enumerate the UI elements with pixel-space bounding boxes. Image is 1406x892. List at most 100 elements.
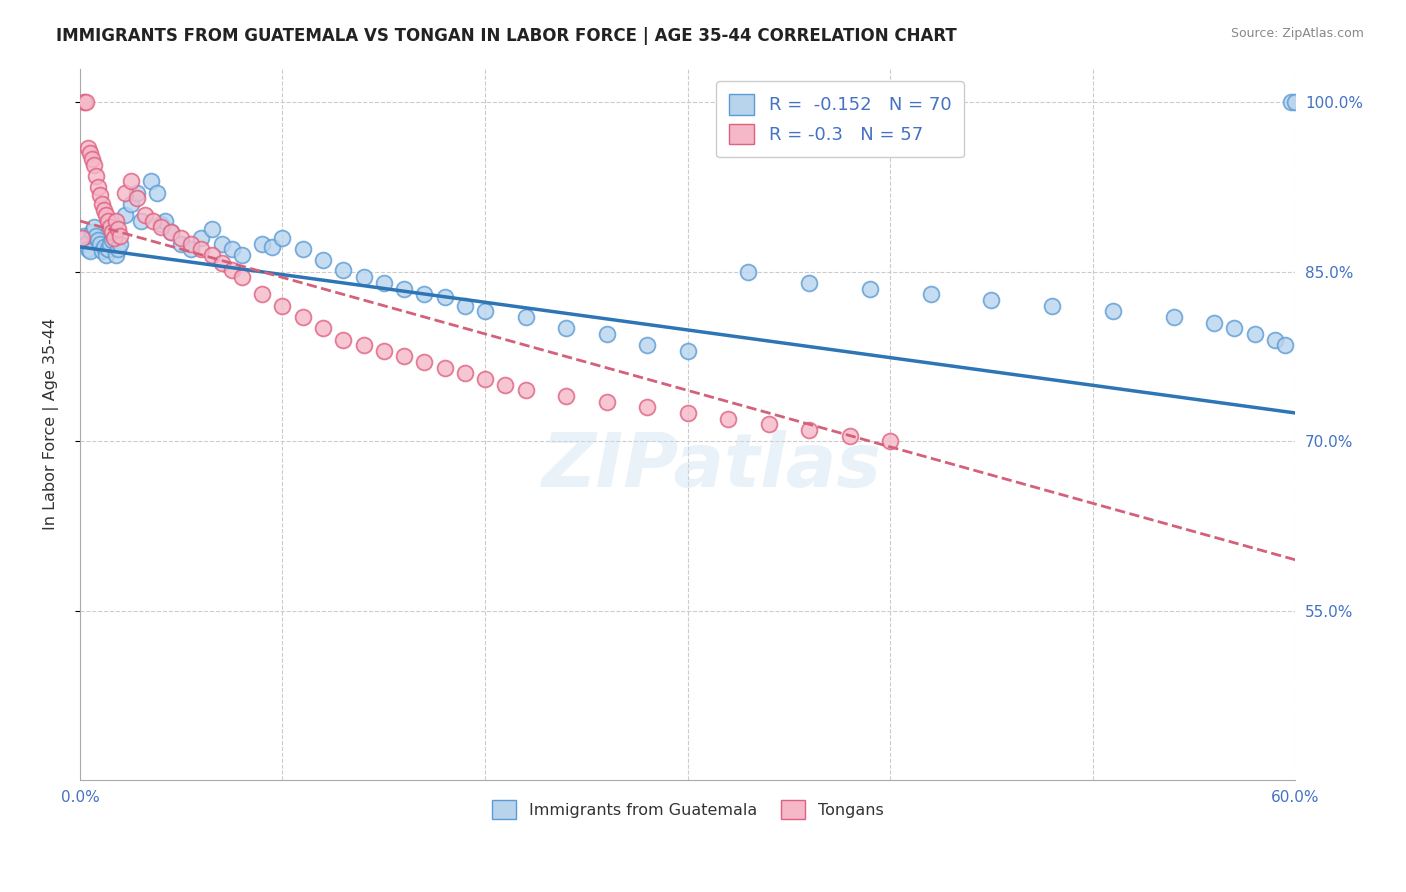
Point xyxy=(758,417,780,432)
Text: Source: ZipAtlas.com: Source: ZipAtlas.com xyxy=(1230,27,1364,40)
Point xyxy=(1204,316,1226,330)
Point xyxy=(515,310,537,324)
Point xyxy=(595,394,617,409)
Point xyxy=(93,240,115,254)
Point xyxy=(392,282,415,296)
Point xyxy=(125,186,148,200)
Point xyxy=(200,222,222,236)
Point xyxy=(433,360,456,375)
Point xyxy=(105,214,128,228)
Point xyxy=(110,228,132,243)
Point xyxy=(114,208,136,222)
Point xyxy=(180,242,202,256)
Point xyxy=(103,231,125,245)
Point xyxy=(252,287,274,301)
Point xyxy=(1284,95,1306,110)
Point xyxy=(413,355,436,369)
Point xyxy=(252,236,274,251)
Point xyxy=(595,326,617,341)
Point xyxy=(134,208,156,222)
Point xyxy=(120,197,142,211)
Point xyxy=(221,262,243,277)
Point xyxy=(676,343,699,358)
Point xyxy=(149,219,172,234)
Point xyxy=(797,276,820,290)
Point xyxy=(636,338,658,352)
Point xyxy=(170,231,193,245)
Point xyxy=(97,214,120,228)
Point xyxy=(125,191,148,205)
Point xyxy=(920,287,942,301)
Point xyxy=(1264,333,1286,347)
Point xyxy=(170,236,193,251)
Point xyxy=(160,225,183,239)
Point xyxy=(717,411,740,425)
Point xyxy=(79,146,101,161)
Point xyxy=(797,423,820,437)
Point xyxy=(96,248,118,262)
Point xyxy=(101,233,124,247)
Point xyxy=(79,244,101,259)
Point xyxy=(190,231,212,245)
Point xyxy=(353,338,375,352)
Point xyxy=(515,384,537,398)
Point xyxy=(160,225,183,239)
Point xyxy=(555,321,578,335)
Point xyxy=(77,242,100,256)
Point xyxy=(110,236,132,251)
Point xyxy=(859,282,882,296)
Point xyxy=(1274,338,1296,352)
Point xyxy=(838,428,860,442)
Point xyxy=(373,276,395,290)
Point xyxy=(221,242,243,256)
Point xyxy=(98,236,121,251)
Point xyxy=(200,248,222,262)
Point xyxy=(980,293,1002,307)
Point xyxy=(93,202,115,217)
Text: ZIPatlas: ZIPatlas xyxy=(541,431,882,503)
Point xyxy=(636,401,658,415)
Point xyxy=(291,310,314,324)
Legend: Immigrants from Guatemala, Tongans: Immigrants from Guatemala, Tongans xyxy=(485,794,890,825)
Point xyxy=(474,372,496,386)
Point xyxy=(149,218,172,232)
Point xyxy=(101,225,124,239)
Point xyxy=(231,248,253,262)
Point xyxy=(153,214,176,228)
Point xyxy=(454,299,477,313)
Y-axis label: In Labor Force | Age 35-44: In Labor Force | Age 35-44 xyxy=(44,318,59,531)
Point xyxy=(392,350,415,364)
Point xyxy=(555,389,578,403)
Point xyxy=(129,214,152,228)
Point xyxy=(1279,95,1302,110)
Point xyxy=(84,228,107,243)
Point xyxy=(97,242,120,256)
Point xyxy=(271,299,294,313)
Point xyxy=(879,434,901,449)
Point xyxy=(231,270,253,285)
Point xyxy=(291,242,314,256)
Point xyxy=(676,406,699,420)
Point xyxy=(433,290,456,304)
Point xyxy=(89,236,111,251)
Point xyxy=(84,169,107,183)
Point xyxy=(91,244,114,259)
Point xyxy=(271,231,294,245)
Point xyxy=(353,270,375,285)
Point xyxy=(332,262,354,277)
Point xyxy=(87,180,110,194)
Point xyxy=(70,233,93,247)
Point xyxy=(107,222,129,236)
Point xyxy=(1243,326,1265,341)
Point xyxy=(98,219,121,234)
Point xyxy=(77,140,100,154)
Point xyxy=(114,186,136,200)
Point xyxy=(180,236,202,251)
Point xyxy=(1102,304,1125,318)
Point xyxy=(312,253,335,268)
Point xyxy=(494,377,516,392)
Point xyxy=(190,242,212,256)
Point xyxy=(373,343,395,358)
Point xyxy=(146,186,169,200)
Point xyxy=(82,152,104,166)
